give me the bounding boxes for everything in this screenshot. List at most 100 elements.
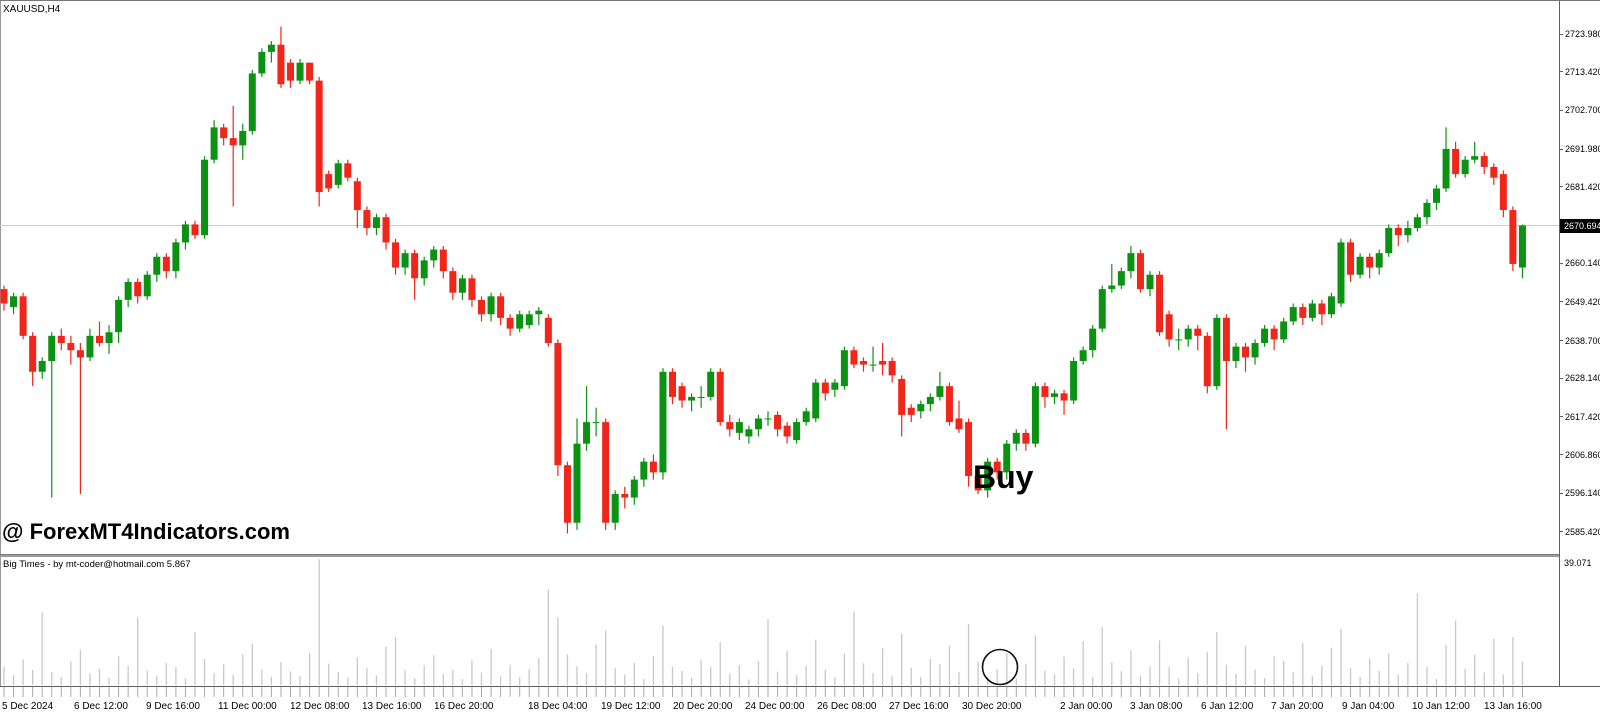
candle-body-bull — [1289, 307, 1297, 322]
candle-body-bull — [420, 260, 428, 279]
candle-body-bull — [105, 332, 113, 344]
price-tick — [1560, 148, 1563, 150]
candle-body-bull — [181, 224, 189, 243]
candle-body-bull — [1070, 360, 1078, 401]
price-tick — [1560, 340, 1563, 341]
candle-body-bull — [1518, 225, 1526, 268]
price-tick — [1560, 33, 1563, 35]
time-axis-label: 19 Dec 12:00 — [601, 701, 661, 712]
candle-body-bear — [506, 317, 514, 329]
candle-body-bull — [296, 62, 304, 81]
time-axis-label: 18 Dec 04:00 — [528, 701, 588, 712]
candle-body-bear — [1299, 307, 1307, 318]
candle-body-bull — [535, 310, 543, 315]
candle-body-bull — [86, 335, 94, 358]
candle-body-bull — [936, 386, 944, 397]
time-axis-label: 12 Dec 08:00 — [290, 701, 350, 712]
candle-body-bull — [1175, 339, 1183, 341]
time-axis-label: 27 Dec 16:00 — [889, 701, 949, 712]
candle-body-bear — [57, 335, 65, 344]
time-axis-label: 10 Jan 12:00 — [1412, 701, 1470, 712]
candlestick-plot[interactable] — [0, 1, 1559, 555]
candle-body-bull — [926, 396, 934, 405]
current-price-badge: 2670.694 — [1560, 218, 1600, 233]
indicator-scale-max-label: 39.071 — [1564, 558, 1592, 568]
candle-body-bear — [382, 217, 390, 243]
candle-body-bull — [1375, 253, 1383, 268]
candle-body-bull — [1337, 242, 1345, 304]
candle-body-bull — [1232, 346, 1240, 361]
candle-body-bear — [993, 461, 1001, 473]
time-axis-label: 16 Dec 20:00 — [434, 701, 494, 712]
price-tick — [1560, 262, 1563, 264]
candle-body-bear — [945, 386, 953, 423]
candle-body-bull — [1117, 271, 1125, 286]
candle-body-bear — [888, 360, 896, 376]
candle-body-bull — [10, 296, 18, 308]
candle-body-bear — [1194, 328, 1202, 336]
candle-body-bear — [1480, 156, 1488, 167]
candle-body-bull — [1461, 159, 1469, 175]
candle-body-bear — [439, 249, 447, 272]
chart-left-border — [0, 1, 1, 686]
candle-body-bull — [1108, 285, 1116, 290]
candle-body-bear — [411, 253, 419, 279]
candle-body-bull — [793, 422, 801, 441]
candle-body-bear — [678, 386, 686, 401]
time-axis-label: 13 Dec 16:00 — [362, 701, 422, 712]
candle-body-bear — [353, 181, 361, 211]
candle-body-bear — [1041, 386, 1049, 397]
candle-body-bear — [277, 44, 285, 85]
candle-body-bear — [1490, 166, 1498, 178]
candle-body-bear — [1394, 228, 1402, 236]
price-tick — [1560, 186, 1563, 188]
candle-body-bear — [774, 414, 782, 430]
candle-body-bull — [143, 274, 151, 297]
candle-body-bull — [831, 382, 839, 390]
candle-body-bear — [1165, 314, 1173, 340]
candle-body-bear — [726, 422, 734, 430]
candle-body-bull — [1423, 202, 1431, 218]
price-tick-label: 2723.980 — [1565, 29, 1600, 39]
candle-body-bull — [984, 461, 992, 491]
candle-body-bull — [38, 360, 46, 372]
candle-body-bear — [449, 271, 457, 293]
candle-body-bull — [659, 371, 667, 473]
panel-splitter[interactable] — [0, 554, 1559, 557]
symbol-timeframe-label: XAUUSD,H4 — [3, 4, 61, 15]
candle-body-bull — [1327, 296, 1335, 315]
candle-body-bear — [1270, 328, 1278, 340]
watermark-text: @ ForexMT4Indicators.com — [2, 519, 290, 544]
candle-body-bull — [583, 422, 591, 444]
candle-body-bear — [1203, 335, 1211, 387]
candle-body-bear — [96, 335, 103, 344]
candle-body-bull — [1385, 228, 1393, 254]
price-tick-label: 2713.420 — [1565, 66, 1600, 77]
candle-body-bull — [1404, 228, 1412, 236]
candle-body-bear — [1499, 174, 1507, 211]
candle-body-bear — [19, 296, 27, 336]
candle-body-bear — [1242, 346, 1249, 358]
candle-body-bull — [124, 281, 132, 300]
candle-body-bull — [1280, 321, 1288, 340]
candle-body-bear — [1156, 274, 1164, 333]
candle-body-bull — [48, 335, 56, 361]
candle-body-bear — [1347, 242, 1355, 275]
candle-body-bull — [688, 396, 696, 401]
candle-body-bear — [478, 299, 485, 315]
candle-body-bull — [334, 163, 342, 185]
candle-body-bear — [220, 127, 228, 139]
candle-body-bear — [392, 242, 400, 268]
price-tick-label: 2649.420 — [1565, 296, 1600, 307]
time-axis-label: 6 Jan 12:00 — [1201, 701, 1254, 712]
candle-body-bull — [172, 242, 180, 272]
candle-body-bull — [239, 130, 247, 146]
candle-body-bull — [840, 350, 848, 387]
time-axis-label: 6 Dec 12:00 — [74, 701, 128, 712]
price-tick — [1560, 301, 1563, 303]
indicator-histogram-plot[interactable] — [0, 557, 1559, 686]
candle-body-bull — [735, 422, 743, 433]
candle-body-bear — [879, 360, 887, 365]
candle-body-bull — [210, 127, 218, 160]
candle-body-bull — [1012, 432, 1020, 444]
